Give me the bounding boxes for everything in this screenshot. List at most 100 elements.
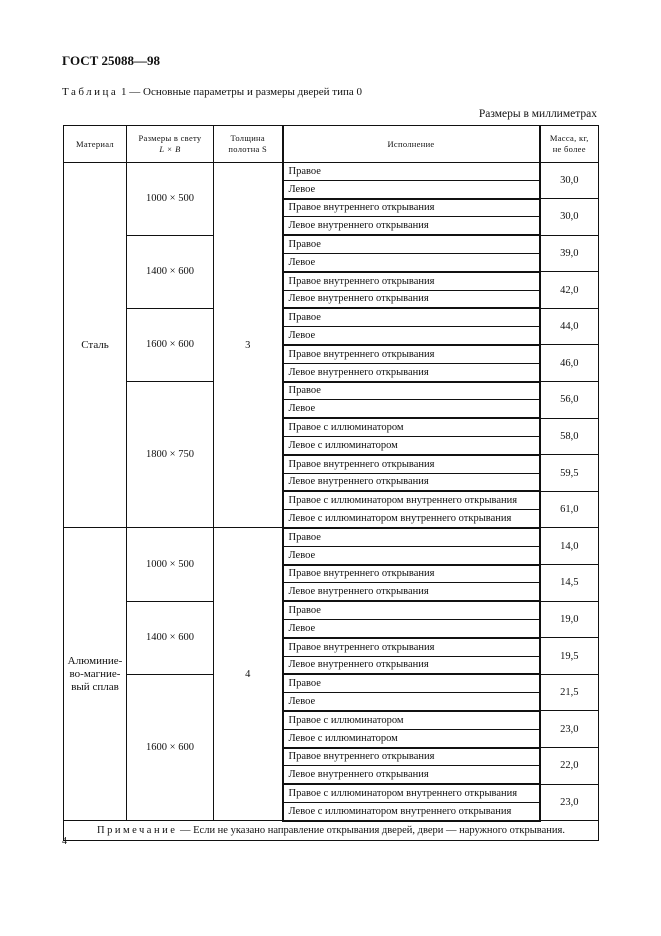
mass-cell: 58,0 [539, 417, 599, 456]
mass-cell: 56,0 [539, 381, 599, 419]
mass-cell: 30,0 [539, 161, 599, 200]
execution-cell: Левое [281, 618, 541, 639]
execution-cell: Правое [281, 381, 541, 401]
execution-cell: Правое с иллюминатором внутреннего откры… [281, 490, 541, 511]
execution-cell: Левое внутреннего открывания [281, 216, 541, 237]
table-row: Левое внутреннего открывания [64, 216, 599, 237]
table-row: Левое [64, 618, 599, 639]
table-row: Левое с иллюминатором [64, 435, 599, 456]
execution-cell: Левое внутреннего открывания [281, 765, 541, 786]
table-row: Левое [64, 252, 599, 273]
mass-cell: 61,0 [539, 490, 599, 529]
execution-cell: Правое [281, 307, 541, 328]
execution-cell: Правое внутреннего открывания [281, 271, 541, 291]
caption-text: — Основные параметры и размеры дверей ти… [126, 86, 362, 98]
mass-cell: 23,0 [539, 710, 599, 748]
page-number: 4 [62, 836, 67, 847]
header-size-formula: L × B [159, 144, 181, 154]
mass-cell: 39,0 [539, 234, 599, 273]
mass-cell: 46,0 [539, 344, 599, 383]
table-row: Правое с иллюминатором 58,0 [64, 417, 599, 456]
size-cell: 1400 × 600 [126, 234, 214, 309]
execution-cell: Правое внутреннего открывания [281, 637, 541, 657]
execution-cell: Левое внутреннего открывания [281, 362, 541, 383]
table-row: Алюминие-во-магние-вый сплав 1000 × 500 4 П… [63, 527, 599, 822]
execution-cell: Правое с иллюминатором [281, 417, 541, 437]
note-row: Примечание — Если не указано направление… [63, 820, 599, 841]
material-cell: Алюминие-во-магние-вый сплав [63, 527, 127, 822]
caption-label: Таблица [62, 86, 119, 98]
table-row: Левое [64, 399, 599, 420]
execution-cell: Левое внутреннего открывания [281, 655, 541, 676]
header-execution: Исполнение [281, 125, 541, 163]
size-cell: 1000 × 500 [126, 527, 214, 602]
execution-cell: Правое внутреннего открывания [281, 454, 541, 474]
note-text: — Если не указано направление открывания… [177, 825, 565, 837]
header-material: Материал [63, 125, 127, 163]
execution-cell: Левое [281, 179, 541, 200]
table-row: Правое внутреннего открывания 46,0 [64, 344, 599, 383]
mass-cell: 14,5 [539, 564, 599, 602]
execution-cell: Левое [281, 326, 541, 346]
execution-cell: Левое внутреннего открывания [281, 289, 541, 310]
execution-cell: Левое [281, 399, 541, 420]
header-mass-sub: не более [552, 144, 586, 154]
table-row: 1600 × 600 Правое 44,0 [64, 307, 599, 383]
mass-cell: 21,5 [539, 673, 599, 712]
table-row: Левое внутреннего открывания [64, 289, 599, 310]
thickness-cell: 4 [213, 527, 283, 822]
execution-cell: Правое [281, 162, 541, 181]
execution-cell: Левое [281, 692, 541, 712]
header-mass-label: Масса, кг, [549, 133, 589, 143]
table-row: Левое внутреннего открывания [64, 472, 599, 493]
execution-cell: Левое внутреннего открывания [281, 582, 541, 603]
header-mass: Масса, кг, не более [539, 125, 599, 163]
execution-cell: Левое с иллюминатором внутреннего открыв… [281, 509, 541, 529]
header-thickness: Толщина полотна S [213, 125, 283, 163]
execution-cell: Правое внутреннего открывания [281, 746, 541, 767]
mass-cell: 19,5 [539, 637, 599, 675]
parameters-table: Материал Размеры в свету L × B Толщина пол… [63, 125, 599, 841]
execution-cell: Правое [281, 673, 541, 694]
table-row: Правое внутреннего открывания 22,0 [64, 746, 599, 785]
thickness-cell: 3 [213, 161, 283, 529]
table-row: Левое [64, 179, 599, 200]
table-row: Левое с иллюминатором [64, 728, 599, 749]
size-cell: 1400 × 600 [126, 600, 214, 675]
execution-cell: Правое внутреннего открывания [281, 564, 541, 584]
header-thickness-sub: полотна S [228, 144, 268, 154]
execution-cell: Правое внутреннего открывания [281, 198, 541, 218]
table-row: Левое [64, 326, 599, 346]
execution-cell: Левое с иллюминатором внутреннего открыв… [281, 801, 541, 822]
mass-cell: 59,5 [539, 454, 599, 492]
execution-cell: Правое [281, 234, 541, 254]
size-cell: 1600 × 600 [126, 307, 214, 383]
execution-cell: Левое внутреннего открывания [281, 472, 541, 493]
execution-cell: Левое с иллюминатором [281, 728, 541, 749]
units-note: Размеры в миллиметрах [478, 108, 597, 120]
document-id: ГОСТ 25088—98 [62, 53, 161, 68]
size-cell: 1600 × 600 [126, 673, 214, 822]
table-row: Сталь 1000 × 500 3 Правое 30,0 [63, 161, 599, 529]
execution-cell: Левое с иллюминатором [281, 435, 541, 456]
header-size-label: Размеры в свету [138, 133, 202, 143]
mass-cell: 14,0 [539, 527, 599, 566]
execution-cell: Правое [281, 527, 541, 547]
execution-cell: Левое [281, 545, 541, 566]
table-header-row: Материал Размеры в свету L × B Толщина пол… [63, 125, 599, 163]
table-row: Правое внутреннего открывания 14,5 [64, 564, 599, 602]
header-thickness-label: Толщина [230, 133, 265, 143]
table-row: Левое с иллюминатором внутреннего открыв… [64, 801, 599, 822]
table-row: Левое внутреннего открывания [64, 582, 599, 603]
material-cell: Сталь [63, 161, 127, 529]
size-cell: 1000 × 500 [126, 162, 214, 236]
table-row: 1600 × 600 Правое 21,5 [64, 673, 599, 822]
mass-cell: 42,0 [539, 271, 599, 309]
table-row: Левое [64, 692, 599, 712]
execution-cell: Правое с иллюминатором внутреннего откры… [281, 783, 541, 803]
table-row: 1800 × 750 Правое 56,0 [64, 381, 599, 529]
size-cell: 1800 × 750 [126, 381, 214, 529]
execution-cell: Правое внутреннего открывания [281, 344, 541, 364]
table-row: Левое с иллюминатором внутреннего открыв… [64, 509, 599, 529]
